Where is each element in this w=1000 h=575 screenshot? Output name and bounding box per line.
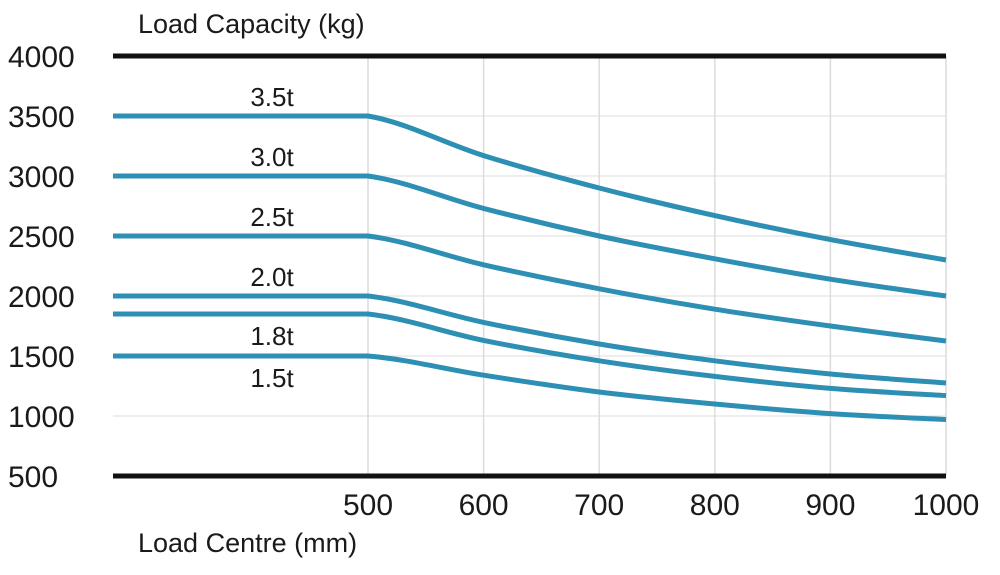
series-label: 3.5t (250, 82, 294, 112)
y-tick-label: 500 (8, 461, 58, 494)
series-line-2.5t (113, 233, 947, 344)
y-tick-label: 2000 (8, 281, 75, 314)
series-label: 1.8t (250, 321, 294, 351)
series-lines (113, 113, 947, 423)
y-tick-label: 3500 (8, 101, 75, 134)
axes (113, 53, 946, 479)
series-line-1.5t (113, 353, 947, 423)
x-axis-label: Load Centre (mm) (138, 528, 357, 558)
y-tick-label: 1500 (8, 341, 75, 374)
series-label: 2.5t (250, 202, 294, 232)
x-tick-label: 900 (805, 489, 855, 522)
x-tick-label: 500 (343, 489, 393, 522)
y-tick-label: 2500 (8, 221, 75, 254)
series-label: 2.0t (250, 262, 294, 292)
y-tick-label: 1000 (8, 401, 75, 434)
y-axis-label: Load Capacity (kg) (138, 9, 365, 39)
x-tick-label: 1000 (913, 489, 980, 522)
y-tick-label: 4000 (8, 41, 75, 74)
series-label: 3.0t (250, 142, 294, 172)
labels: 4000 3500 3000 2500 2000 1500 1000 500 500 600 700… (8, 41, 979, 522)
x-tick-label: 800 (690, 489, 740, 522)
series-line-3.0t (113, 173, 947, 299)
x-tick-label: 700 (574, 489, 624, 522)
series-line-3.5t (113, 113, 947, 263)
series-line-1.8t (113, 311, 947, 399)
x-tick-label: 600 (459, 489, 509, 522)
series-line-2.0t (113, 293, 947, 386)
y-tick-label: 3000 (8, 161, 75, 194)
series-label: 1.5t (250, 363, 294, 393)
